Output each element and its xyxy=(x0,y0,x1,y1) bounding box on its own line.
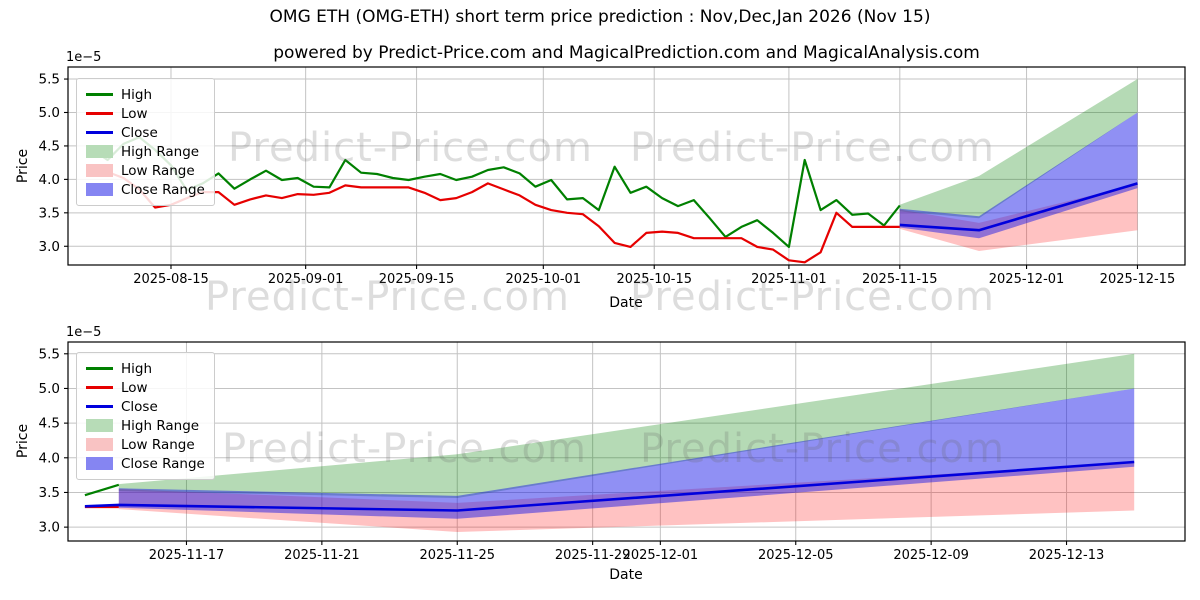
legend-item-low: Low xyxy=(86,104,205,123)
legend-patch-swatch xyxy=(86,438,113,451)
chart1-x-axis-label: Date xyxy=(609,295,643,311)
band-close-range xyxy=(118,388,1135,519)
legend-patch-swatch xyxy=(86,419,113,432)
line-low xyxy=(91,170,900,264)
legend-item-low-range: Low Range xyxy=(86,435,205,454)
legend-line-swatch xyxy=(86,405,113,408)
legend-label: Low Range xyxy=(121,436,195,453)
chart1-legend: High Low Close High Range Low Range Close Ran… xyxy=(76,78,215,206)
legend-item-high: High xyxy=(86,359,205,378)
y-tick-label: 3.0 xyxy=(39,239,60,255)
legend-patch-swatch xyxy=(86,164,113,177)
legend-label: Low xyxy=(121,379,148,396)
chart2-x-axis-label: Date xyxy=(609,567,643,583)
y-tick-label: 4.5 xyxy=(39,416,60,432)
y-tick-label: 4.0 xyxy=(39,450,60,466)
legend-patch-swatch xyxy=(86,457,113,470)
legend-line-swatch xyxy=(86,367,113,370)
legend-item-high-range: High Range xyxy=(86,416,205,435)
legend-label: Close xyxy=(121,398,158,415)
x-tick-label: 2025-11-21 xyxy=(284,548,360,563)
line-close xyxy=(84,460,1135,512)
x-tick-label: 2025-12-05 xyxy=(758,548,834,563)
chart2-y-axis-label: Price xyxy=(15,423,31,459)
chart1-y-scale-offset: 1e−5 xyxy=(66,50,102,65)
axes-border xyxy=(67,341,1186,542)
chart2-legend: High Low Close High Range Low Range Close Ran… xyxy=(76,352,215,480)
legend-item-low: Low xyxy=(86,378,205,397)
band-close-range xyxy=(899,112,1138,239)
y-tick-label: 5.0 xyxy=(39,105,60,121)
y-tick-label: 5.5 xyxy=(39,346,60,362)
band-high-range xyxy=(899,79,1138,219)
legend-label: Low xyxy=(121,105,148,122)
y-tick-label: 3.5 xyxy=(39,205,60,221)
x-tick-label: 2025-11-15 xyxy=(862,272,938,287)
x-tick-label: 2025-12-13 xyxy=(1029,548,1105,563)
legend-label: High xyxy=(121,360,153,377)
x-tick-label: 2025-08-15 xyxy=(133,272,209,287)
x-tick-label: 2025-10-01 xyxy=(506,272,582,287)
x-tick-label: 2025-12-15 xyxy=(1100,272,1176,287)
line-close xyxy=(899,182,1138,232)
x-tick-label: 2025-11-29 xyxy=(555,548,631,563)
legend-label: High xyxy=(121,86,153,103)
legend-line-swatch xyxy=(86,131,113,134)
x-tick-label: 2025-09-15 xyxy=(379,272,455,287)
y-tick-label: 5.0 xyxy=(39,381,60,397)
legend-line-swatch xyxy=(86,112,113,115)
chart2-y-scale-offset: 1e−5 xyxy=(66,325,102,340)
legend-item-low-range: Low Range xyxy=(86,161,205,180)
legend-item-high-range: High Range xyxy=(86,142,205,161)
legend-item-high: High xyxy=(86,85,205,104)
legend-label: Close Range xyxy=(121,455,205,472)
legend-label: High Range xyxy=(121,417,200,434)
legend-label: Close xyxy=(121,124,158,141)
legend-item-close-range: Close Range xyxy=(86,180,205,199)
legend-label: Close Range xyxy=(121,181,205,198)
x-tick-label: 2025-09-01 xyxy=(268,272,344,287)
axes-border xyxy=(67,66,1186,266)
x-tick-label: 2025-12-09 xyxy=(893,548,969,563)
legend-item-close: Close xyxy=(86,123,205,142)
legend-item-close: Close xyxy=(86,397,205,416)
chart1-y-axis-label: Price xyxy=(15,148,31,184)
figure-title: OMG ETH (OMG-ETH) short term price predi… xyxy=(269,7,931,27)
legend-line-swatch xyxy=(86,93,113,96)
y-tick-label: 5.5 xyxy=(39,72,60,88)
y-tick-label: 3.0 xyxy=(39,520,60,536)
y-tick-label: 4.0 xyxy=(39,172,60,188)
legend-line-swatch xyxy=(86,386,113,389)
line-high xyxy=(84,483,120,497)
legend-label: Low Range xyxy=(121,162,195,179)
y-tick-label: 3.5 xyxy=(39,485,60,501)
y-tick-label: 4.5 xyxy=(39,138,60,154)
line-high xyxy=(91,136,901,248)
x-tick-label: 2025-12-01 xyxy=(989,272,1065,287)
band-high-range xyxy=(118,353,1135,498)
x-tick-label: 2025-11-17 xyxy=(149,548,225,563)
legend-patch-swatch xyxy=(86,145,113,158)
chart1-subtitle: powered by Predict-Price.com and Magical… xyxy=(273,43,980,63)
legend-patch-swatch xyxy=(86,183,113,196)
x-tick-label: 2025-10-15 xyxy=(616,272,692,287)
x-tick-label: 2025-12-01 xyxy=(623,548,699,563)
x-tick-label: 2025-11-01 xyxy=(751,272,827,287)
legend-item-close-range: Close Range xyxy=(86,454,205,473)
legend-label: High Range xyxy=(121,143,200,160)
x-tick-label: 2025-11-25 xyxy=(419,548,495,563)
